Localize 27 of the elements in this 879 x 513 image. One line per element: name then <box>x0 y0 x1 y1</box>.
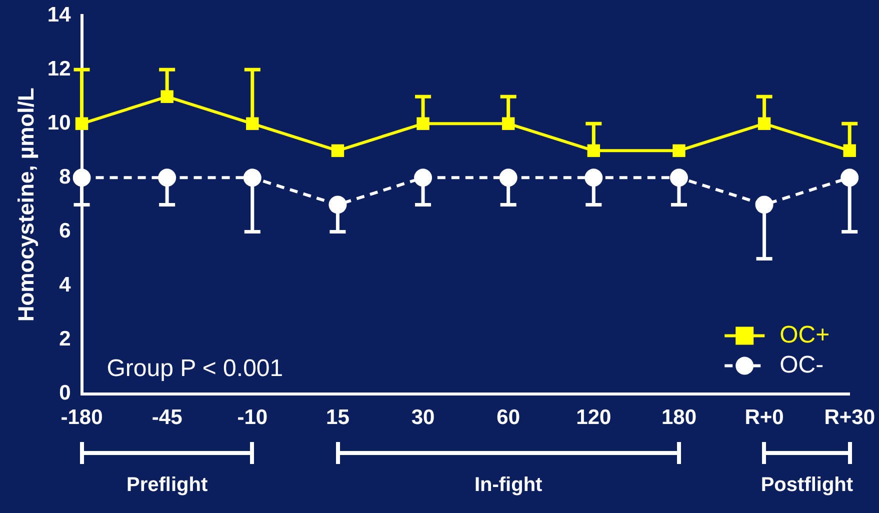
text: Preflight <box>126 474 209 497</box>
legend-label: OC+ <box>780 321 830 348</box>
x-tick-label: 180 <box>661 406 696 430</box>
x-tick-label: 60 <box>496 406 520 430</box>
y-tick-label: 14 <box>47 3 72 26</box>
y-tick-label: 4 <box>59 274 72 297</box>
y-tick-label: 12 <box>47 57 71 80</box>
x-tick-label: 15 <box>326 406 350 430</box>
x-tick-label: 30 <box>411 406 435 430</box>
y-tick-label: 0 <box>59 382 71 405</box>
legend-label: OC- <box>780 351 824 378</box>
x-tick-label: 120 <box>576 406 612 430</box>
x-tick-label: -10 <box>237 406 268 430</box>
y-tick-label: 10 <box>47 111 71 134</box>
y-tick-label: 6 <box>59 220 71 243</box>
y-tick-label: 2 <box>59 328 71 351</box>
y-tick-label: 8 <box>59 165 72 188</box>
x-tick-label: R+30 <box>824 406 876 430</box>
x-tick-label: -45 <box>152 406 183 430</box>
x-tick-label: R+0 <box>744 406 784 430</box>
point <box>331 144 344 158</box>
y-axis-title: Homocysteine, µmol/L <box>13 88 38 322</box>
text: Postflight <box>760 474 854 497</box>
point <box>672 144 686 158</box>
text: In-fight <box>473 474 544 497</box>
annotation: Group P < 0.001 <box>106 354 284 382</box>
x-tick-label: -180 <box>60 406 103 430</box>
